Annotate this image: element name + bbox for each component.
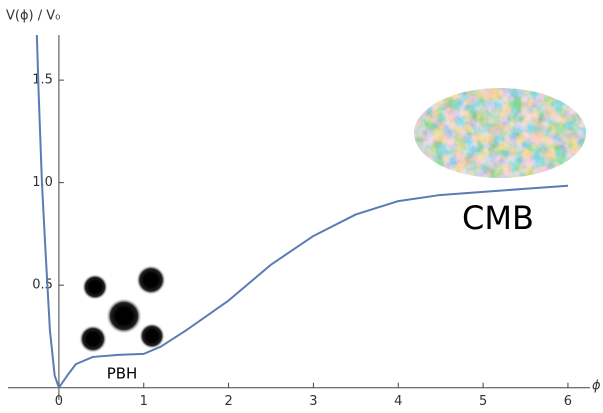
x-tick-label: 4 xyxy=(394,394,402,409)
y-axis-label: V(ϕ) / V₀ xyxy=(6,9,60,24)
x-tick-label: 3 xyxy=(309,394,317,409)
x-tick-label: 0 xyxy=(55,394,63,409)
x-tick-label: 1 xyxy=(140,394,148,409)
x-tick-label: 5 xyxy=(479,394,487,409)
chart: PBH CMB V(ϕ) / V₀ ϕ 01234560.51.01.5 xyxy=(0,0,603,409)
x-tick-label: 2 xyxy=(224,394,232,409)
cmb-map xyxy=(414,88,586,178)
y-tick-label: 0.5 xyxy=(32,278,53,293)
x-axis-label: ϕ xyxy=(592,379,601,394)
x-tick-label: 6 xyxy=(564,394,572,409)
black-holes xyxy=(79,265,166,353)
y-tick-label: 1.5 xyxy=(32,73,53,88)
annotation: PBH xyxy=(107,365,138,383)
annotation: CMB xyxy=(462,199,534,237)
